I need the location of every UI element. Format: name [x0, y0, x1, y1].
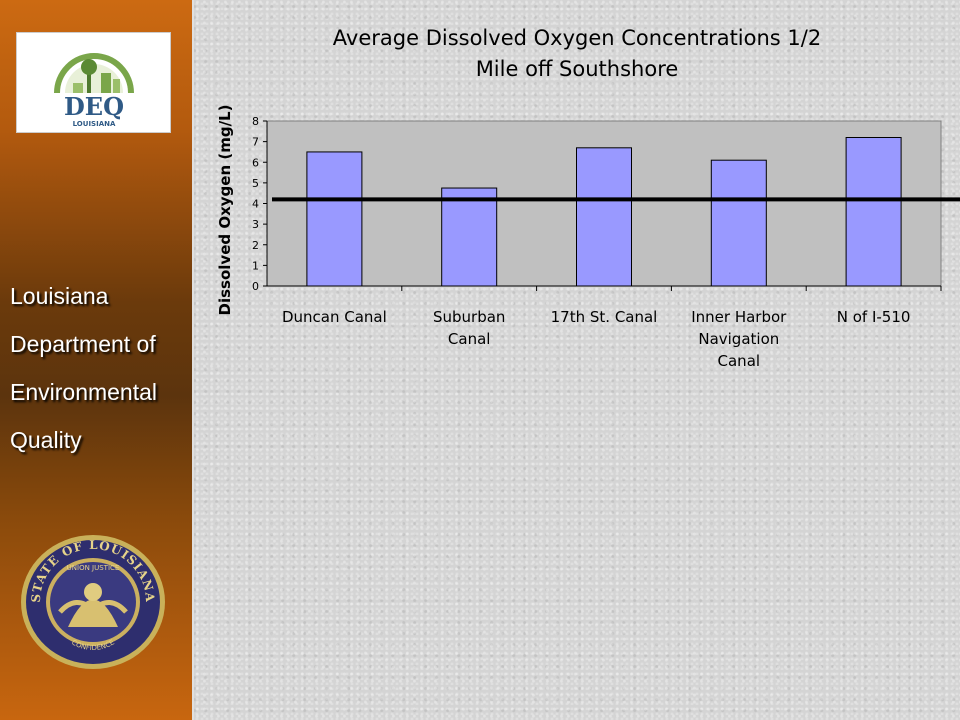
y-tick-label: 1	[252, 259, 259, 272]
chart-title-line-1: Average Dissolved Oxygen Concentrations …	[333, 26, 821, 50]
seal-motto: UNION JUSTICE	[67, 564, 120, 572]
chart-area: Average Dissolved Oxygen Concentrations …	[200, 10, 960, 400]
deq-logo: DEQ LOUISIANA	[16, 32, 171, 133]
state-seal-icon: STATE OF LOUISIANA UNION JUSTICE CONFIDE…	[21, 535, 165, 669]
x-category-label: N of I-510	[837, 308, 911, 326]
agency-line-1: Louisiana	[10, 283, 109, 309]
y-tick-label: 3	[252, 218, 259, 231]
sidebar: DEQ LOUISIANA Louisiana Department of En…	[0, 0, 194, 720]
y-tick-label: 6	[252, 156, 259, 169]
agency-line-4: Quality	[10, 427, 82, 453]
agency-name: Louisiana Department of Environmental Qu…	[10, 272, 190, 464]
x-category-label: 17th St. Canal	[551, 308, 658, 326]
x-category-label: Navigation	[698, 330, 779, 348]
bar	[845, 137, 902, 287]
y-tick-label: 8	[252, 115, 259, 128]
agency-line-2: Department of	[10, 331, 156, 357]
y-tick-label: 7	[252, 136, 259, 149]
y-tick-label: 5	[252, 177, 259, 190]
y-tick-label: 4	[252, 198, 259, 211]
y-axis-label: Dissolved Oxygen (mg/L)	[216, 105, 234, 316]
chart-title-line-2: Mile off Southshore	[476, 57, 679, 81]
x-category-label: Inner Harbor	[691, 308, 787, 326]
bar	[441, 187, 498, 287]
logo-subtext: LOUISIANA	[73, 120, 116, 128]
state-seal: STATE OF LOUISIANA UNION JUSTICE CONFIDE…	[18, 532, 168, 672]
x-category-label: Suburban	[433, 308, 505, 326]
bar	[576, 147, 632, 287]
deq-logo-icon: DEQ LOUISIANA	[54, 53, 134, 128]
chart: Average Dissolved Oxygen Concentrations …	[216, 26, 960, 370]
logo-text: DEQ	[64, 92, 124, 121]
x-category-label: Duncan Canal	[282, 308, 387, 326]
bar	[710, 159, 767, 287]
x-category-label: Canal	[718, 352, 761, 370]
y-tick-label: 2	[252, 239, 259, 252]
x-category-label: Canal	[448, 330, 491, 348]
agency-line-3: Environmental	[10, 379, 158, 405]
y-tick-label: 0	[252, 280, 259, 293]
bar	[306, 151, 363, 287]
